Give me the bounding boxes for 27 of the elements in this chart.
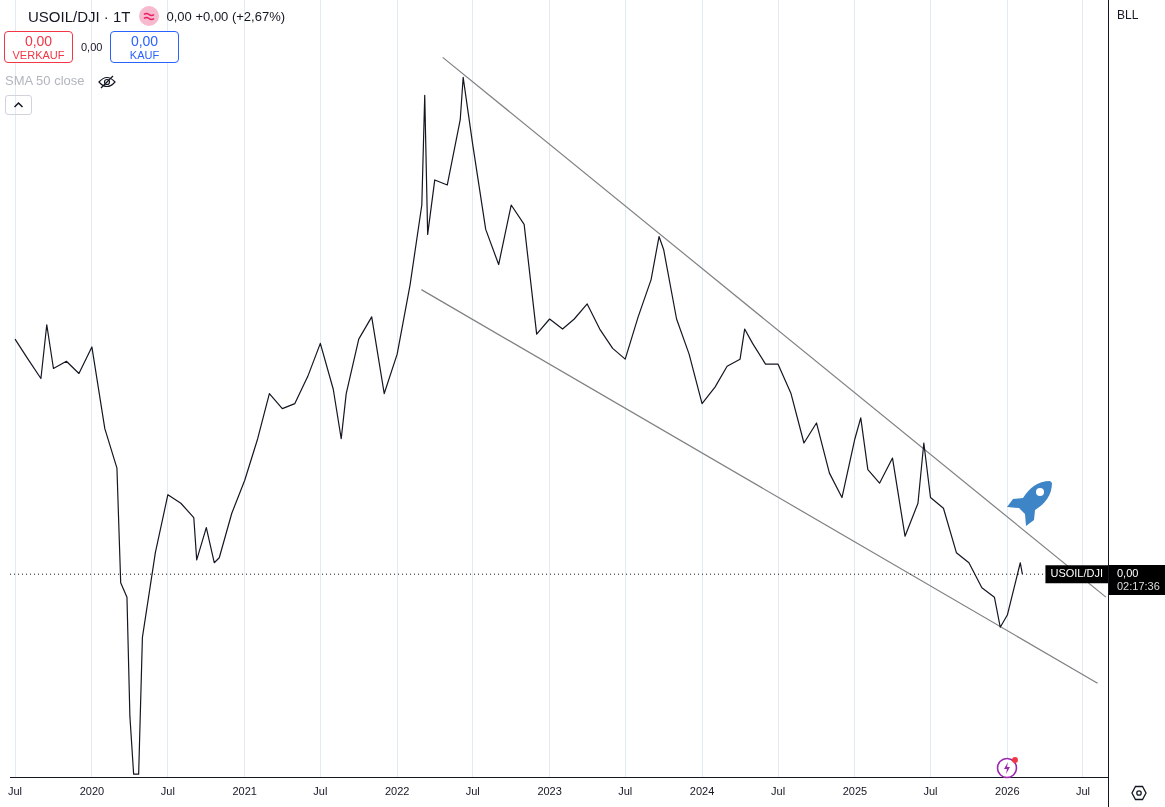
chart-title: USOIL/DJI · 1T <box>28 7 131 25</box>
x-tick-label: Jul <box>618 785 633 798</box>
x-tick-label: 2026 <box>995 785 1020 798</box>
x-tick-label: 2023 <box>537 785 562 798</box>
text: 0,00 +0,00 (+2,67%) <box>166 8 286 24</box>
x-tick-label: 2025 <box>842 785 868 798</box>
x-tick-label: Jul <box>465 785 480 798</box>
x-tick-label: 2020 <box>79 785 105 798</box>
annotation: SMA 50 close <box>5 73 85 88</box>
x-tick-label: Jul <box>771 785 786 798</box>
x-tick-label: Jul <box>8 785 23 798</box>
x-tick-label: 2024 <box>689 785 715 798</box>
ref-line-label: USOIL/DJI <box>1050 567 1104 580</box>
text: 0,00 <box>23 33 54 49</box>
text: BLL <box>1117 8 1139 22</box>
x-tick-label: 2022 <box>384 785 410 798</box>
annotation: KAUF <box>129 49 160 61</box>
text: 0,00 <box>81 41 103 53</box>
x-tick-label: 2021 <box>232 785 257 798</box>
x-tick-label: Jul <box>313 785 328 798</box>
text: 02:17:36 <box>1117 580 1161 594</box>
x-tick-label: Jul <box>160 785 175 798</box>
annotation: VERKAUF <box>12 49 65 61</box>
x-tick-label: Jul <box>1075 785 1090 798</box>
x-tick-label: Jul <box>923 785 938 798</box>
text: 0,00 <box>129 33 160 49</box>
text: 0,00 <box>1117 567 1140 581</box>
